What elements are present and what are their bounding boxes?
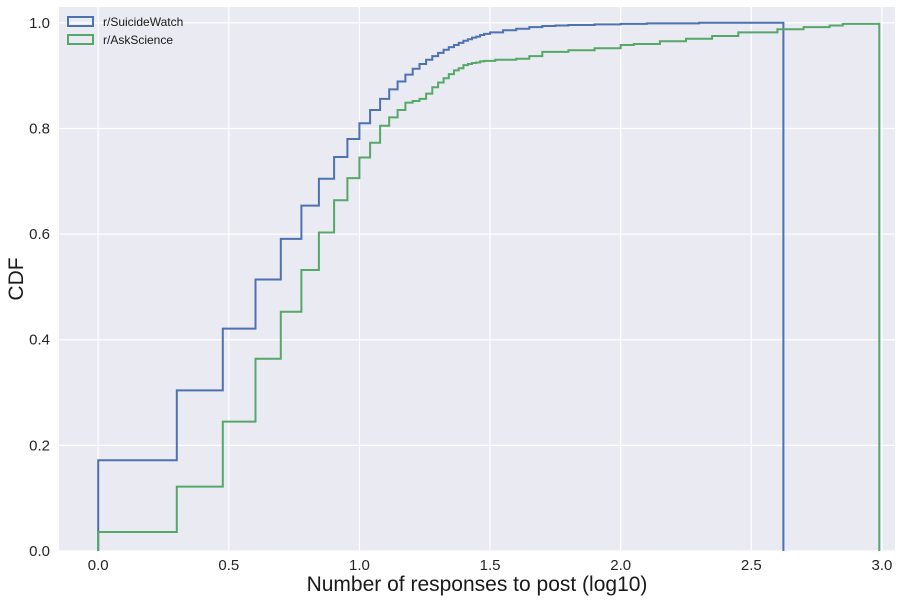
x-tick-labels: 0.0 0.5 1.0 1.5 2.0 2.5 3.0 [88,557,893,574]
series-line-r-askscience [97,22,881,551]
y-tick-label: 0.4 [29,332,50,349]
y-tick-label: 0.0 [29,543,50,560]
series-layer [97,21,881,551]
x-tick-label: 0.5 [218,557,239,574]
y-tick-label: 1.0 [29,15,50,32]
legend: r/SuicideWatch r/AskScience [67,15,183,47]
x-tick-label: 3.0 [872,557,893,574]
legend-swatch-r-suicidewatch [67,16,94,27]
legend-label-r-askscience: r/AskScience [103,33,173,47]
y-tick-label: 0.2 [29,437,50,454]
series-line-r-suicidewatch [97,21,785,551]
x-tick-label: 2.0 [610,557,631,574]
x-tick-label: 0.0 [88,557,109,574]
legend-label-r-suicidewatch: r/SuicideWatch [103,15,183,29]
plot-area [59,7,895,551]
x-tick-label: 2.5 [741,557,762,574]
legend-swatch-r-askscience [67,34,94,45]
y-axis-label: CDF [5,257,28,300]
y-tick-labels: 0.0 0.2 0.4 0.6 0.8 1.0 [29,15,50,560]
y-tick-label: 0.8 [29,120,50,137]
x-axis-label: Number of responses to post (log10) [307,573,648,596]
y-tick-label: 0.6 [29,226,50,243]
x-tick-label: 1.5 [480,557,501,574]
x-tick-label: 1.0 [349,557,370,574]
